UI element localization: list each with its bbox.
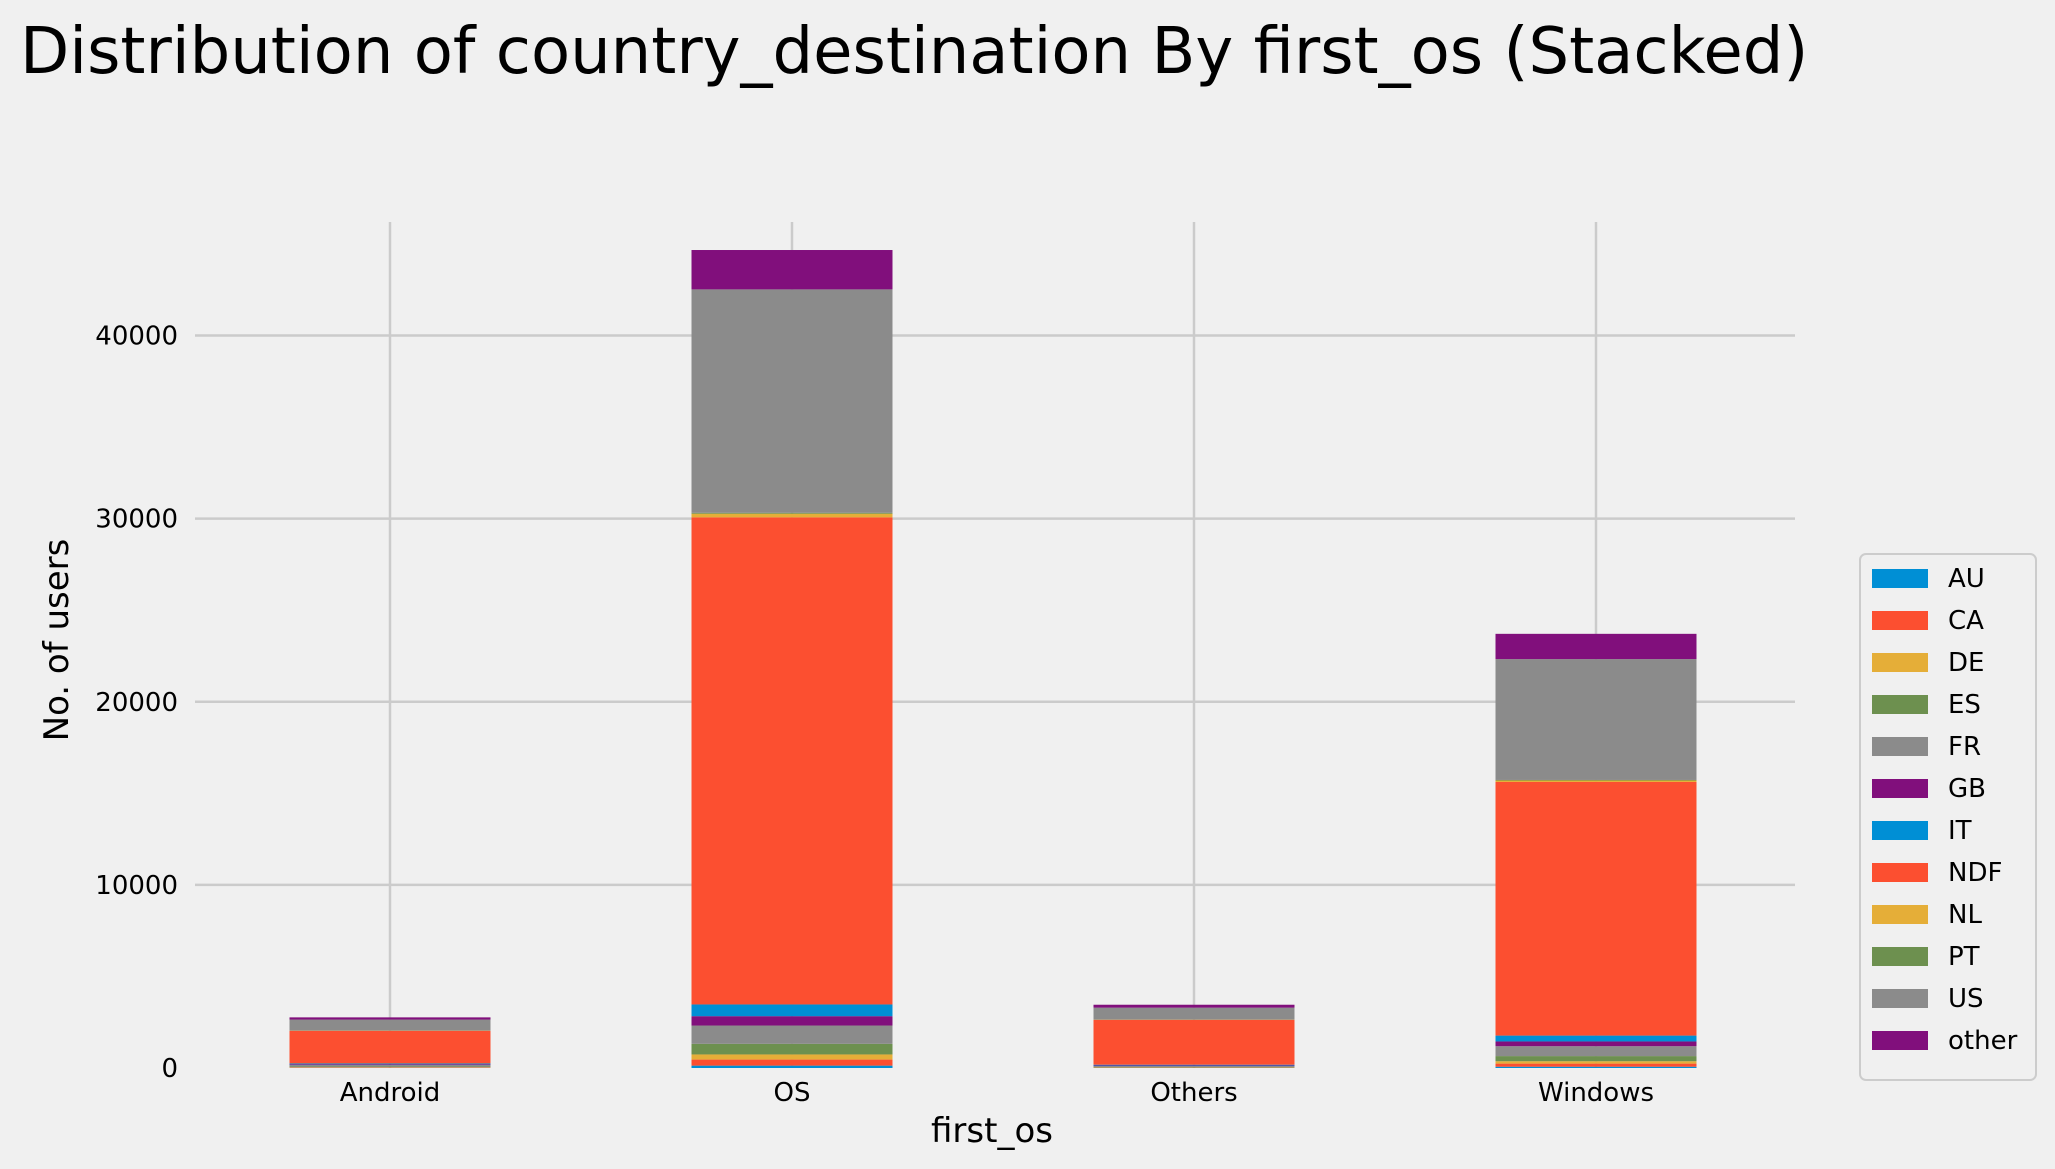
bar-stack-windows <box>1495 633 1697 1068</box>
legend-swatch-other <box>1872 1031 1928 1050</box>
bar-segment-ndf <box>1495 781 1697 1036</box>
legend-swatch-us <box>1872 989 1928 1008</box>
legend-swatch-ndf <box>1872 863 1928 882</box>
x-tick-label: Windows <box>1538 1078 1654 1108</box>
bar-segment-pt <box>1495 779 1697 781</box>
bar-stack-os <box>691 250 893 1068</box>
bar-segment-fr <box>289 1064 491 1067</box>
bar-segment-es <box>1495 1056 1697 1062</box>
bar-segment-fr <box>691 1025 893 1044</box>
bar-segment-us <box>289 1019 491 1031</box>
bar-segment-ca <box>691 1059 893 1066</box>
legend-label: ES <box>1948 690 1981 720</box>
x-tick-label: Android <box>340 1078 441 1108</box>
y-tick-label: 20000 <box>95 688 178 718</box>
legend: AU CA DE ES FR GB IT NDF NL PT US other <box>1859 553 2037 1081</box>
legend-label: CA <box>1948 606 1984 636</box>
legend-label: GB <box>1948 774 1986 804</box>
legend-swatch-de <box>1872 653 1928 672</box>
bars <box>289 250 1697 1068</box>
legend-label: AU <box>1948 564 1985 594</box>
y-tick-label: 0 <box>161 1054 178 1084</box>
bar-segment-ndf <box>691 517 893 1005</box>
bar-segment-de <box>691 1054 893 1060</box>
x-tick-label: Others <box>1150 1078 1237 1108</box>
bar-segment-fr <box>1495 1046 1697 1057</box>
legend-swatch-gb <box>1872 779 1928 798</box>
bar-segment-us <box>691 289 893 513</box>
bar-segment-it <box>289 1063 491 1065</box>
bar-segment-ndf <box>1093 1019 1295 1065</box>
legend-swatch-au <box>1872 569 1928 588</box>
bar-segment-nl <box>1495 780 1697 782</box>
chart-title: Distribution of country_destination By f… <box>20 15 1808 89</box>
bar-segment-other <box>1495 633 1697 660</box>
bar-segment-us <box>1093 1007 1295 1020</box>
y-tick-label: 30000 <box>95 505 178 535</box>
legend-label: PT <box>1948 942 1980 972</box>
x-tick-labels: Android OS Others Windows <box>340 1078 1654 1108</box>
y-tick-label: 10000 <box>95 871 178 901</box>
bar-segment-it <box>1093 1064 1295 1066</box>
legend-label: NL <box>1948 900 1982 930</box>
legend-label: IT <box>1948 816 1972 846</box>
bar-stack-others <box>1093 1004 1295 1068</box>
legend-label: DE <box>1948 648 1984 678</box>
bar-stack-android <box>289 1017 491 1068</box>
legend-label: other <box>1948 1026 2018 1056</box>
bar-segment-other <box>289 1017 491 1020</box>
bar-segment-pt <box>691 512 893 514</box>
bar-segment-ca <box>1495 1063 1697 1067</box>
bar-segment-us <box>1495 659 1697 780</box>
bar-segment-au <box>1495 1066 1697 1068</box>
bar-segment-de <box>1495 1061 1697 1064</box>
legend-swatch-fr <box>1872 737 1928 756</box>
x-axis-label: first_os <box>931 1111 1053 1151</box>
bar-segment-gb <box>1093 1065 1295 1066</box>
bar-segment-gb <box>1495 1041 1697 1047</box>
bar-segment-ndf <box>289 1030 491 1064</box>
legend-swatch-ca <box>1872 611 1928 630</box>
bar-segment-it <box>1495 1035 1697 1042</box>
bar-segment-gb <box>289 1064 491 1065</box>
legend-swatch-nl <box>1872 905 1928 924</box>
legend-swatch-pt <box>1872 947 1928 966</box>
bar-segment-other <box>1093 1004 1295 1008</box>
bar-segment-es <box>691 1043 893 1055</box>
bar-segment-other <box>691 250 893 290</box>
y-tick-label: 40000 <box>95 322 178 352</box>
legend-label: FR <box>1948 732 1981 762</box>
x-tick-label: OS <box>774 1078 811 1108</box>
bar-segment-nl <box>691 513 893 518</box>
bar-segment-es <box>289 1066 491 1068</box>
legend-swatch-es <box>1872 695 1928 714</box>
bar-segment-it <box>691 1004 893 1017</box>
legend-label: US <box>1948 984 1984 1014</box>
bar-segment-gb <box>691 1016 893 1026</box>
y-tick-labels: 0 10000 20000 30000 40000 <box>95 322 178 1084</box>
legend-swatch-it <box>1872 821 1928 840</box>
bar-segment-au <box>691 1065 893 1068</box>
y-axis-label: No. of users <box>37 539 77 742</box>
legend-label: NDF <box>1948 858 2002 888</box>
bar-segment-fr <box>1093 1065 1295 1067</box>
